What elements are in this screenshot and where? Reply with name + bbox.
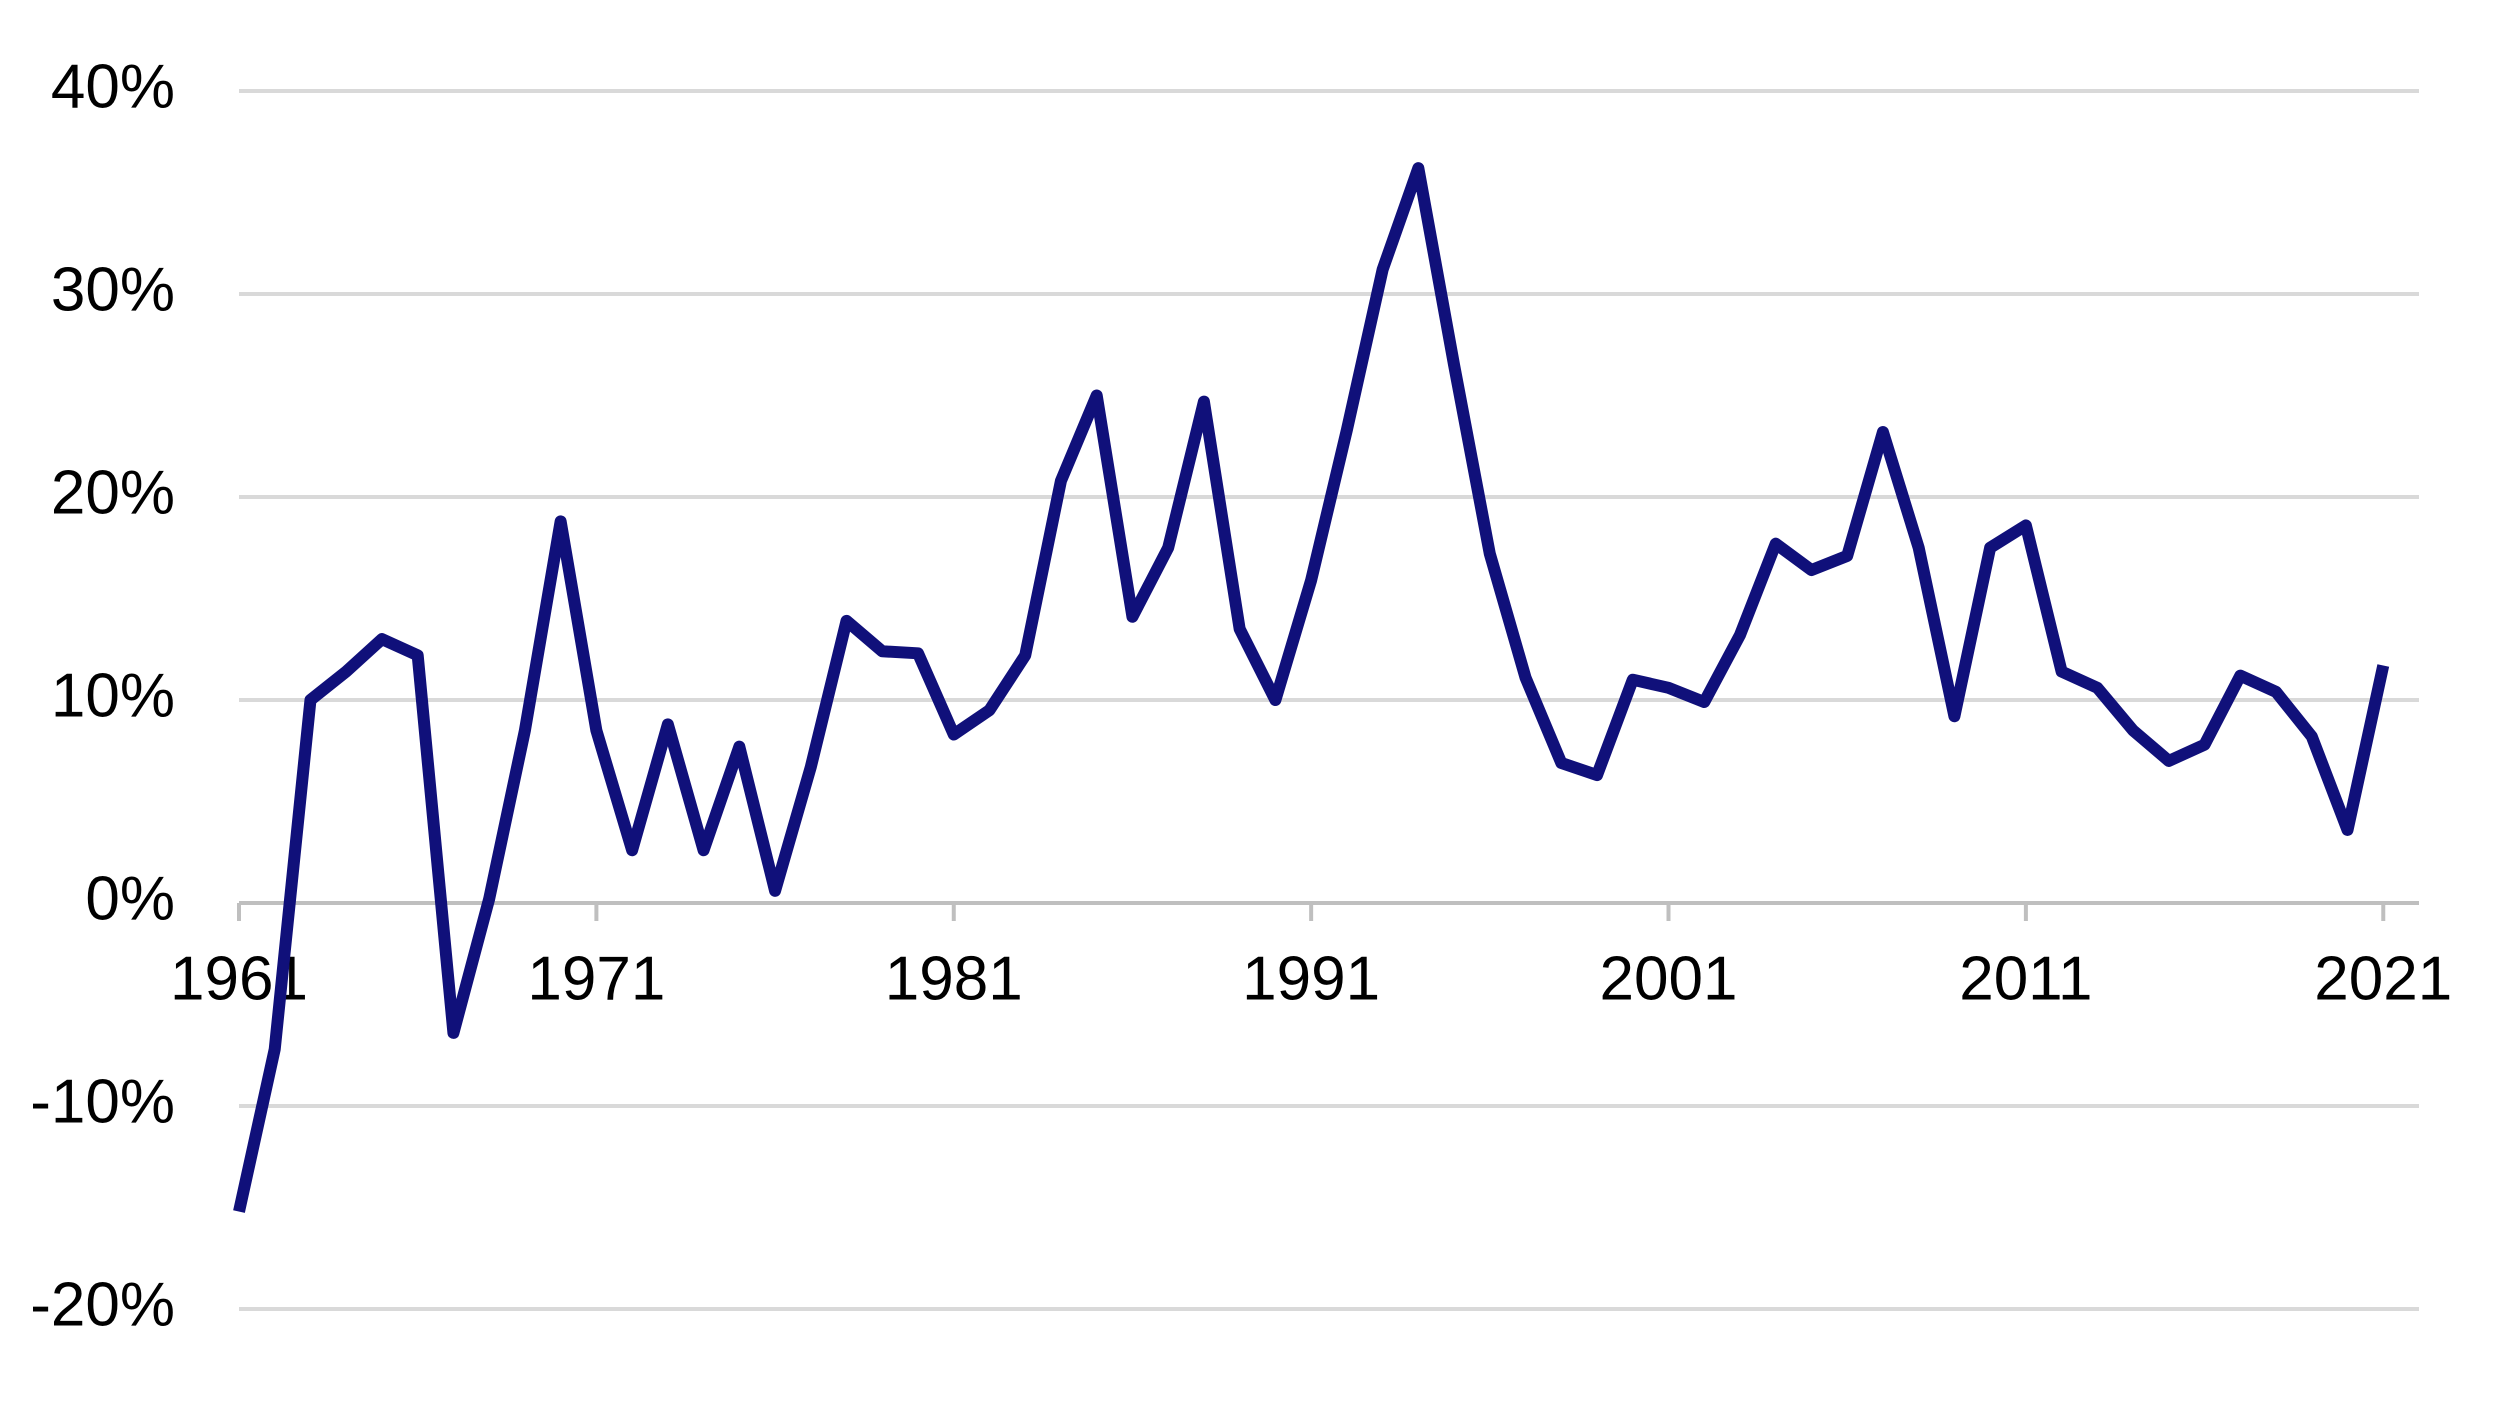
y-tick-label: -10% bbox=[30, 1067, 175, 1136]
y-tick-label: 10% bbox=[51, 661, 175, 730]
y-tick-label: -20% bbox=[30, 1270, 175, 1339]
y-tick-label: 40% bbox=[51, 52, 175, 121]
x-tick-label: 1991 bbox=[1242, 944, 1380, 1013]
x-tick-label: 2021 bbox=[2314, 944, 2452, 1013]
y-tick-label: 20% bbox=[51, 458, 175, 527]
x-tick-label: 1971 bbox=[527, 944, 665, 1013]
data-line bbox=[233, 162, 2390, 1213]
x-tick-label: 1981 bbox=[885, 944, 1023, 1013]
y-tick-label: 0% bbox=[85, 864, 175, 933]
x-tick-label: 2001 bbox=[1600, 944, 1738, 1013]
x-tick-label: 2011 bbox=[1959, 944, 2092, 1013]
y-tick-label: 30% bbox=[51, 255, 175, 324]
